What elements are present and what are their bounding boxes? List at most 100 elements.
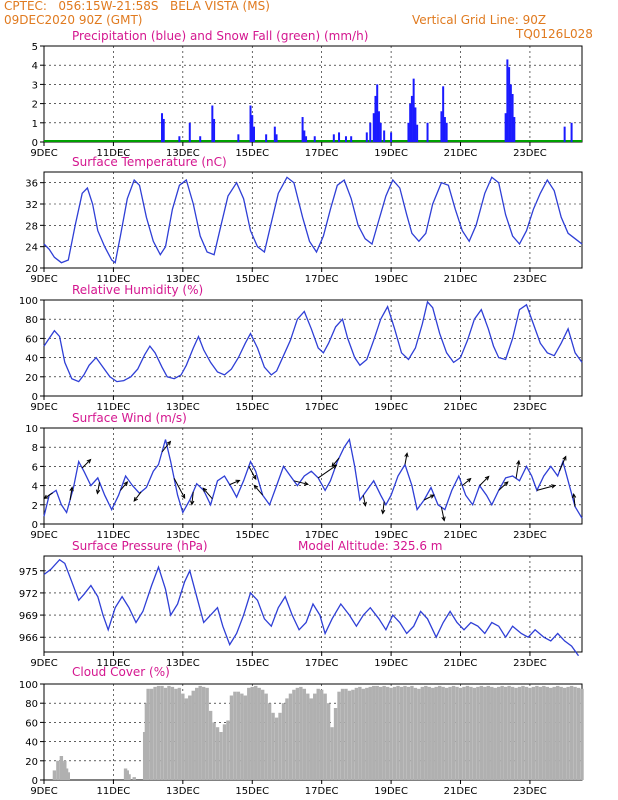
precip-bar — [414, 107, 417, 142]
cloud-bar — [496, 686, 501, 780]
precip-bar — [305, 136, 308, 142]
wind-arrow-head — [252, 474, 257, 481]
wind-arrow-head — [331, 462, 336, 468]
temp-ytick-label: 36 — [25, 179, 38, 190]
wind-arrow-shaft — [119, 481, 128, 491]
precip-bar — [409, 103, 412, 142]
cloud-bar — [507, 685, 511, 780]
pres-xtick-label: 15DEC — [235, 658, 269, 669]
wind-arrow-shaft — [133, 491, 142, 502]
precip-bar — [509, 84, 512, 142]
precip-bar — [369, 122, 372, 142]
cloud-bar — [569, 685, 574, 780]
wind-arrow-head — [380, 509, 386, 515]
cloud-bar — [267, 703, 272, 780]
model-code: TQ0126L028 — [516, 27, 593, 41]
cloud-bar — [545, 686, 549, 780]
precip-bar — [511, 94, 514, 142]
cloud-xtick-label: 21DEC — [444, 786, 478, 797]
cloud-bar — [410, 685, 414, 780]
cloud-bar — [247, 687, 251, 780]
precip-xtick-label: 15DEC — [235, 148, 269, 159]
cloud-bar — [417, 688, 421, 780]
precip-bar — [372, 113, 375, 142]
wind-arrow-shaft — [173, 478, 186, 499]
cloud-bar — [316, 688, 320, 780]
pres-ytick-label: 975 — [19, 567, 38, 578]
cloud-bar — [212, 722, 216, 780]
wind-arrow-head — [303, 481, 310, 486]
precip-bar — [508, 67, 511, 142]
rh-xtick-label: 11DEC — [97, 402, 131, 413]
wind-arrow-head — [202, 487, 208, 493]
wind-arrow-head — [69, 486, 74, 492]
precip-ytick-label: 0 — [32, 138, 38, 149]
wind-ytick-label: 4 — [32, 482, 38, 493]
cloud-bar — [226, 720, 230, 780]
cloud-bar — [278, 712, 282, 780]
precip-bar — [213, 118, 216, 142]
temp-title: Surface Temperature (nC) — [72, 155, 227, 169]
wind-arrow-shaft — [404, 453, 408, 465]
cloud-bar — [448, 686, 452, 780]
cloud-bar — [406, 686, 411, 780]
wind-arrow-head — [123, 481, 129, 487]
cloud-xtick-label: 17DEC — [305, 786, 339, 797]
precip-xtick-label: 23DEC — [513, 148, 547, 159]
cloud-bar — [542, 685, 546, 780]
cloud-bar — [528, 687, 532, 780]
precip-bar — [407, 122, 410, 142]
cloud-xtick-label: 23DEC — [513, 786, 547, 797]
wind-arrow-shaft — [558, 456, 567, 472]
precip-bar — [199, 136, 202, 142]
wind-arrow-head — [571, 492, 577, 499]
precip-bar — [251, 115, 254, 142]
wind-arrow-shaft — [440, 507, 445, 521]
cloud-bar — [309, 698, 313, 780]
temp-frame — [43, 171, 583, 269]
wind-arrow-head — [404, 452, 409, 458]
cloud-bar — [455, 686, 459, 780]
cloud-bar — [361, 688, 366, 780]
cloud-bar — [462, 686, 466, 780]
wind-arrow-head — [43, 494, 49, 500]
precip-xtick-label: 13DEC — [166, 148, 200, 159]
precip-bar — [275, 134, 278, 142]
wind-arrow-head — [466, 477, 472, 483]
wind-arrow-head — [133, 496, 138, 502]
precip-xtick-label: 9DEC — [30, 148, 57, 159]
precip-bar — [379, 122, 382, 142]
cloud-bar — [215, 727, 220, 780]
rh-xtick-label: 23DEC — [513, 402, 547, 413]
cloud-bar — [493, 687, 497, 780]
wind-ytick-label: 6 — [32, 462, 38, 473]
cloud-bar — [198, 685, 202, 780]
cloud-bar — [59, 756, 64, 780]
cloud-bar — [299, 686, 303, 780]
cloud-ytick-label: 0 — [32, 776, 38, 787]
cloud-bar — [340, 688, 345, 780]
cloud-bar — [549, 687, 553, 780]
cloud-bar — [399, 686, 404, 780]
cloud-bar — [420, 686, 425, 780]
cloud-bar — [441, 686, 445, 780]
precip-bar — [570, 122, 573, 142]
cloud-bar — [219, 732, 223, 780]
rh-ytick-label: 40 — [25, 354, 38, 365]
cloud-bar — [63, 760, 67, 780]
cloud-bar — [125, 770, 130, 780]
temp-ytick-label: 24 — [25, 243, 38, 254]
wind-arrow-shaft — [161, 441, 171, 453]
wind-xtick-label: 15DEC — [235, 530, 269, 541]
precip-bar — [443, 117, 446, 142]
rh-ytick-label: 80 — [25, 315, 38, 326]
rh-xtick-label: 21DEC — [444, 402, 478, 413]
cloud-bar — [490, 686, 494, 780]
precip-bar — [332, 134, 335, 142]
precip-bar — [377, 111, 380, 142]
cloud-bar — [56, 760, 60, 780]
cloud-bar — [254, 685, 258, 780]
precip-ytick-label: 4 — [32, 61, 38, 72]
cloud-bar — [181, 693, 185, 780]
cloud-bar — [142, 732, 147, 780]
